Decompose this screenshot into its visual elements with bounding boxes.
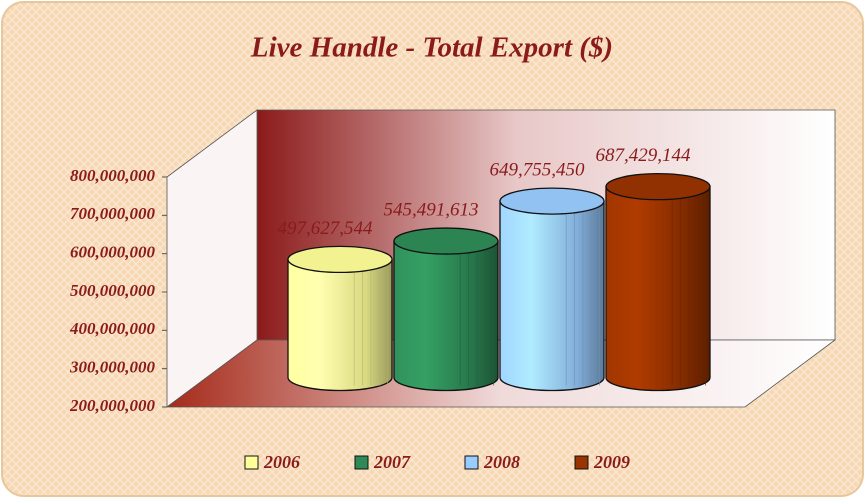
y-tick-label: 800,000,000 [70,166,156,185]
y-tick-label: 700,000,000 [70,204,156,223]
legend-label: 2008 [483,452,520,472]
legend-label: 2006 [263,452,300,472]
cylinder-top [393,227,499,255]
y-tick-label: 500,000,000 [70,281,156,300]
legend-label: 2009 [593,452,630,472]
cylinder-top [287,245,393,274]
legend-label: 2007 [373,452,411,472]
value-label: 687,429,144 [596,145,692,166]
y-tick-label: 400,000,000 [69,319,156,338]
legend-swatch [574,455,589,470]
legend-swatch [464,455,479,470]
cylinder-top [499,187,605,215]
cylinder [287,258,393,392]
legend-swatch [244,455,259,470]
cylinder-top [605,173,711,201]
value-label: 497,627,544 [278,218,374,239]
value-label: 649,755,450 [490,159,586,180]
y-tick-label: 200,000,000 [69,396,156,415]
value-label: 545,491,613 [384,199,479,220]
y-tick-label: 600,000,000 [70,243,156,262]
cylinder [605,186,711,392]
cylinder [499,200,605,392]
legend-swatch [354,455,369,470]
plot [287,173,711,392]
cylinder [393,240,499,392]
chart-title: Live Handle - Total Export ($) [250,32,613,64]
y-tick-label: 300,000,000 [69,358,156,377]
